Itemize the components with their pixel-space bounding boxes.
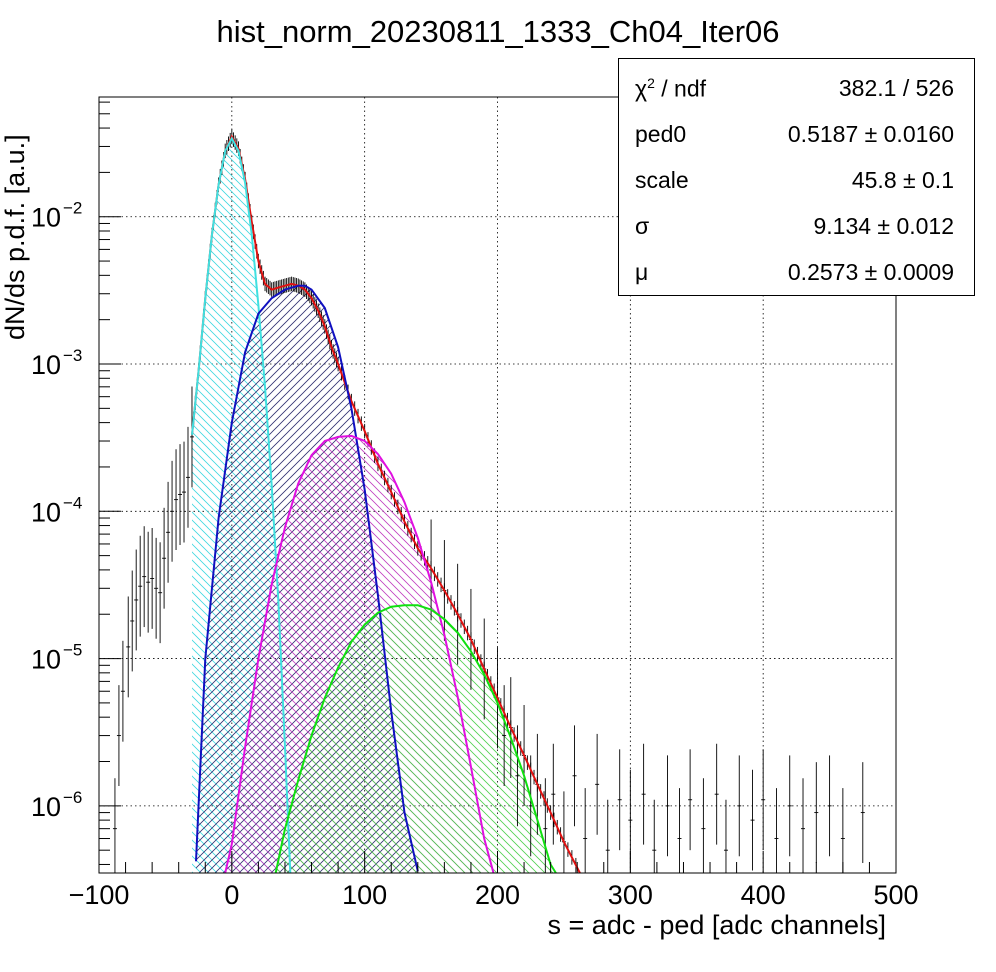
stat-row: μ 0.2573 ± 0.0009 [619,249,974,295]
series-line-4 [274,604,557,873]
stat-row: χ2 / ndf 382.1 / 526 [619,65,974,111]
series-line-0 [191,134,581,873]
stat-name: μ [635,259,649,285]
stat-name: scale [635,167,689,193]
x-tick-label: 100 [342,880,387,910]
stat-value: 0.5187 ± 0.0160 [787,121,954,147]
series-line-1 [191,136,292,873]
series-line-3 [224,434,495,873]
y-tick-label: 10 [31,792,61,822]
x-tick-label: 400 [741,880,786,910]
series-line-2 [195,284,419,872]
y-tick-exponent: −2 [63,199,82,218]
stat-value: 45.8 ± 0.1 [851,167,954,193]
y-tick-label: 10 [31,350,61,380]
component-4-fill [275,605,556,873]
y-tick-label: 10 [31,203,61,233]
stat-row: ped0 0.5187 ± 0.0160 [619,111,974,157]
stat-value: 382.1 / 526 [838,75,954,101]
x-tick-label: 200 [475,880,520,910]
y-tick-label: 10 [31,645,61,675]
plot-content [112,129,865,873]
stat-name: ped0 [635,121,687,147]
x-tick-label: 500 [873,880,918,910]
chart-title: hist_norm_20230811_1333_Ch04_Iter06 [216,14,780,49]
y-tick-exponent: −6 [63,788,82,807]
x-tick-label: 300 [608,880,653,910]
fit-statistics-box: χ2 / ndf 382.1 / 526 ped0 0.5187 ± 0.0160 sc… [618,58,975,296]
stat-value: 9.134 ± 0.012 [813,213,954,239]
x-axis-label: s = adc - ped [adc channels] [547,910,886,940]
y-tick-exponent: −3 [63,346,82,365]
stat-row: σ 9.134 ± 0.012 [619,203,974,249]
y-tick-label: 10 [31,497,61,527]
stat-value: 0.2573 ± 0.0009 [787,259,954,285]
stat-name: σ [635,213,650,239]
x-tick-label: 0 [224,880,239,910]
x-tick-label: −100 [69,880,130,910]
y-tick-exponent: −4 [63,493,82,512]
stat-row: scale 45.8 ± 0.1 [619,157,974,203]
y-tick-exponent: −5 [63,641,82,660]
stat-name: χ2 / ndf [635,75,707,102]
y-axis-label: dN/ds p.d.f. [a.u.] [0,134,30,340]
